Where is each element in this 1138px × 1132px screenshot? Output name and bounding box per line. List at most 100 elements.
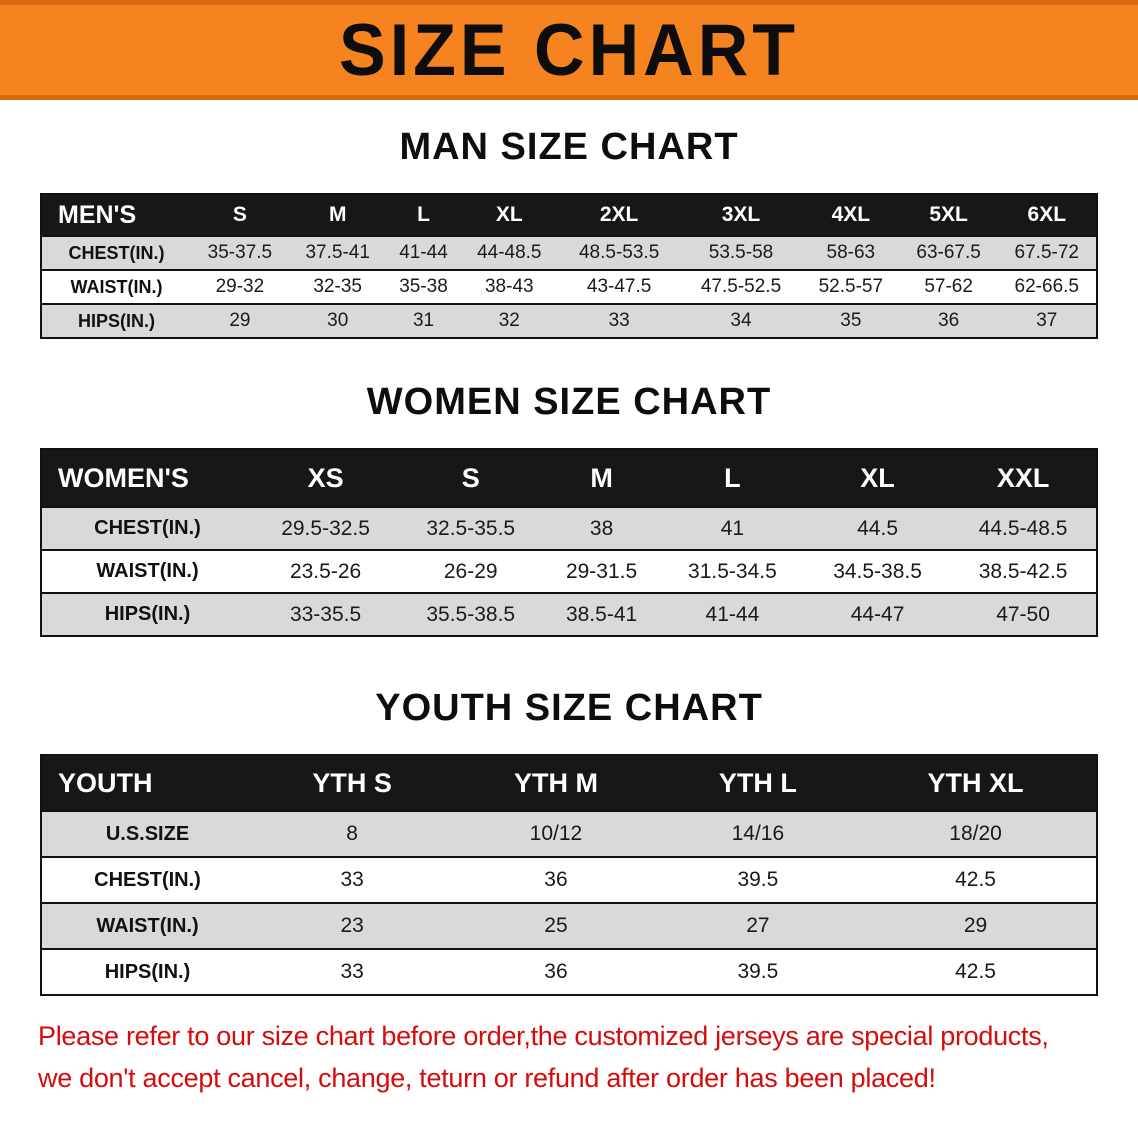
size-value-cell: 38 — [589, 516, 614, 540]
size-value-cell: 58-63 — [826, 242, 876, 263]
table-corner-label: WOMEN'S — [41, 449, 253, 507]
size-column-header: M — [288, 194, 387, 236]
size-value-cell: 44.5 — [857, 516, 898, 540]
size-value-cell: 35.5-38.5 — [426, 602, 516, 626]
size-value-cell: 41-44 — [705, 602, 760, 626]
size-value-cell: 53.5-58 — [708, 242, 774, 263]
size-value-cell: 44-47 — [850, 602, 905, 626]
size-value-cell: 67.5-72 — [1014, 242, 1079, 263]
size-value-cell: 25 — [544, 914, 568, 937]
size-column-header: YTH S — [253, 755, 452, 811]
size-value-cell: 33 — [340, 960, 364, 983]
size-column-header: 5XL — [899, 194, 998, 236]
size-value-cell: 47.5-52.5 — [700, 276, 782, 297]
size-value-cell: 62-66.5 — [1014, 276, 1079, 297]
size-value-cell: 39.5 — [737, 868, 779, 891]
size-value-cell: 33-35.5 — [289, 602, 362, 626]
size-column-header: 2XL — [558, 194, 681, 236]
size-value-cell: 47-50 — [996, 602, 1050, 626]
size-value-cell: 39.5 — [737, 960, 779, 983]
table-header-row: YOUTH YTH S YTH M YTH L YTH XL — [41, 755, 1097, 811]
size-column-header: XXL — [950, 449, 1097, 507]
size-value-cell: 48.5-53.5 — [578, 242, 660, 263]
row-label: CHEST(IN.) — [94, 517, 201, 539]
size-value-cell: 23.5-26 — [289, 559, 362, 583]
table-row: WAIST(IN.) 29-32 32-35 35-38 38-43 43-47.5 47.… — [41, 270, 1097, 304]
size-column-header: L — [659, 449, 805, 507]
size-value-cell: 33 — [340, 868, 364, 891]
size-value-cell: 42.5 — [955, 868, 996, 891]
size-value-cell: 34.5-38.5 — [833, 559, 922, 583]
table-header-row: WOMEN'S XS S M L XL XXL — [41, 449, 1097, 507]
size-value-cell: 26-29 — [443, 559, 498, 583]
notice-line-1: Please refer to our size chart before or… — [38, 1021, 1049, 1051]
size-value-cell: 30 — [327, 310, 349, 331]
size-value-cell: 29 — [963, 914, 988, 937]
row-label: CHEST(IN.) — [68, 242, 165, 263]
size-value-cell: 44-48.5 — [477, 242, 542, 263]
row-label: CHEST(IN.) — [94, 868, 201, 891]
size-value-cell: 29.5-32.5 — [281, 516, 370, 540]
size-value-cell: 41-44 — [399, 242, 448, 263]
notice-line-2: we don't accept cancel, change, teturn o… — [38, 1062, 936, 1093]
row-label: WAIST(IN.) — [96, 914, 199, 937]
size-column-header: 3XL — [680, 194, 802, 236]
table-row: CHEST(IN.) 33 36 39.5 42.5 — [41, 857, 1097, 903]
size-value-cell: 36 — [938, 310, 960, 331]
table-corner-label: YOUTH — [41, 755, 253, 811]
women-section-title: WOMEN SIZE CHART — [366, 381, 772, 423]
size-column-header: XL — [804, 449, 951, 507]
size-value-cell: 36 — [544, 960, 568, 983]
size-value-cell: 8 — [346, 822, 358, 845]
table-corner-label: MEN'S — [41, 194, 191, 236]
size-value-cell: 35 — [840, 310, 862, 331]
row-label: U.S.SIZE — [105, 822, 190, 845]
size-value-cell: 27 — [746, 914, 770, 937]
size-value-cell: 33 — [608, 310, 630, 331]
size-value-cell: 29 — [229, 310, 251, 331]
table-row: WAIST(IN.) 23.5-26 26-29 29-31.5 31.5-34.5 34… — [41, 550, 1097, 593]
table-row: U.S.SIZE 8 10/12 14/16 18/20 — [41, 811, 1097, 857]
row-label: HIPS(IN.) — [104, 603, 191, 625]
size-value-cell: 57-62 — [924, 276, 973, 297]
table-row: HIPS(IN.) 29 30 31 32 33 34 35 36 37 — [41, 304, 1097, 338]
banner: SIZE CHART — [0, 0, 1138, 100]
size-value-cell: 38.5-42.5 — [978, 559, 1068, 583]
size-value-cell: 23 — [340, 914, 364, 937]
size-value-cell: 32.5-35.5 — [426, 516, 516, 540]
size-value-cell: 29-31.5 — [565, 559, 638, 583]
page-title: SIZE CHART — [339, 9, 799, 91]
size-column-header: S — [191, 194, 289, 236]
size-value-cell: 14/16 — [731, 822, 785, 845]
size-column-header: M — [543, 449, 660, 507]
size-column-header: XS — [253, 449, 399, 507]
table-row: CHEST(IN.) 29.5-32.5 32.5-35.5 38 41 44.5 44.5… — [41, 507, 1097, 550]
men-size-table: MEN'S S M L XL 2XL 3XL 4XL 5XL 6XL CHEST(IN.) 35-37… — [40, 193, 1098, 339]
size-value-cell: 44.5-48.5 — [978, 516, 1068, 540]
row-label: HIPS(IN.) — [104, 960, 191, 983]
women-size-table: WOMEN'S XS S M L XL XXL CHEST(IN.) 29.5-32.5 32.5… — [40, 448, 1098, 637]
size-value-cell: 42.5 — [955, 960, 996, 983]
size-column-header: XL — [460, 194, 559, 236]
size-value-cell: 41 — [720, 516, 745, 540]
size-value-cell: 34 — [730, 310, 752, 331]
size-value-cell: 37.5-41 — [305, 242, 370, 263]
size-value-cell: 32-35 — [313, 276, 363, 297]
table-row: HIPS(IN.) 33-35.5 35.5-38.5 38.5-41 41-44 44-… — [41, 593, 1097, 636]
size-chart-page: SIZE CHART MAN SIZE CHART MEN'S S M L XL 2XL 3… — [0, 0, 1138, 1093]
size-column-header: S — [398, 449, 544, 507]
table-row: WAIST(IN.) 23 25 27 29 — [41, 903, 1097, 949]
row-label: HIPS(IN.) — [77, 310, 155, 331]
size-value-cell: 43-47.5 — [586, 276, 652, 297]
size-column-header: YTH M — [451, 755, 661, 811]
row-label: WAIST(IN.) — [70, 276, 163, 297]
table-row: CHEST(IN.) 35-37.5 37.5-41 41-44 44-48.5 48.5… — [41, 236, 1097, 270]
youth-section-title: YOUTH SIZE CHART — [375, 687, 763, 729]
men-section-title: MAN SIZE CHART — [399, 126, 739, 168]
youth-size-table: YOUTH YTH S YTH M YTH L YTH XL U.S.SIZE 8 10/12… — [40, 754, 1098, 996]
size-column-header: L — [386, 194, 461, 236]
size-value-cell: 63-67.5 — [916, 242, 981, 263]
size-value-cell: 52.5-57 — [818, 276, 884, 297]
size-value-cell: 38-43 — [484, 276, 534, 297]
size-value-cell: 29-32 — [215, 276, 265, 297]
